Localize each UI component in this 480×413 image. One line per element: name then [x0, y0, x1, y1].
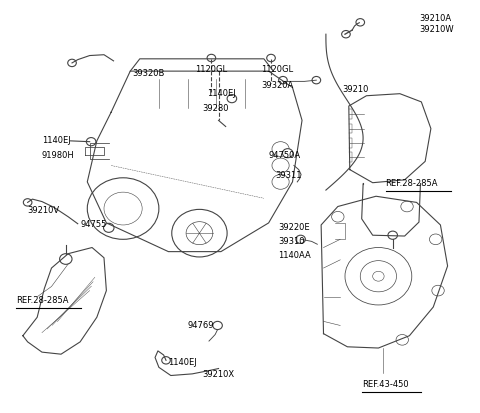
Circle shape [24, 199, 32, 206]
Text: 1120GL: 1120GL [195, 64, 227, 74]
Text: 39310: 39310 [278, 237, 305, 246]
Text: 39210X: 39210X [202, 370, 234, 379]
Text: 94755: 94755 [80, 221, 107, 230]
Text: 39320A: 39320A [262, 81, 294, 90]
Text: 94750A: 94750A [269, 151, 301, 160]
Text: 94769: 94769 [188, 321, 214, 330]
Text: 91980H: 91980H [42, 151, 75, 160]
Circle shape [342, 31, 350, 38]
Circle shape [213, 321, 222, 330]
Circle shape [227, 95, 237, 103]
Text: 39311: 39311 [276, 171, 302, 180]
Circle shape [162, 357, 170, 364]
Text: 39210: 39210 [343, 85, 369, 94]
Circle shape [104, 223, 114, 233]
Text: REF.28-285A: REF.28-285A [16, 297, 68, 305]
Circle shape [86, 138, 96, 146]
Text: 1120GL: 1120GL [262, 64, 294, 74]
Text: 1140EJ: 1140EJ [206, 89, 235, 98]
Text: REF.28-285A: REF.28-285A [385, 179, 438, 188]
Circle shape [68, 59, 76, 66]
Text: 39320B: 39320B [132, 69, 165, 78]
Text: 39210V: 39210V [28, 206, 60, 215]
Text: 39210A
39210W: 39210A 39210W [419, 14, 454, 33]
Circle shape [312, 76, 321, 84]
Text: 39220E: 39220E [278, 223, 310, 232]
Text: 1140EJ: 1140EJ [42, 136, 71, 145]
Circle shape [296, 235, 305, 243]
Text: REF.43-450: REF.43-450 [362, 380, 408, 389]
Circle shape [279, 76, 287, 84]
Text: 1140AA: 1140AA [278, 251, 311, 260]
Circle shape [356, 19, 364, 26]
Text: 39280: 39280 [202, 104, 228, 113]
Text: 1140EJ: 1140EJ [168, 358, 197, 367]
Circle shape [282, 149, 293, 158]
